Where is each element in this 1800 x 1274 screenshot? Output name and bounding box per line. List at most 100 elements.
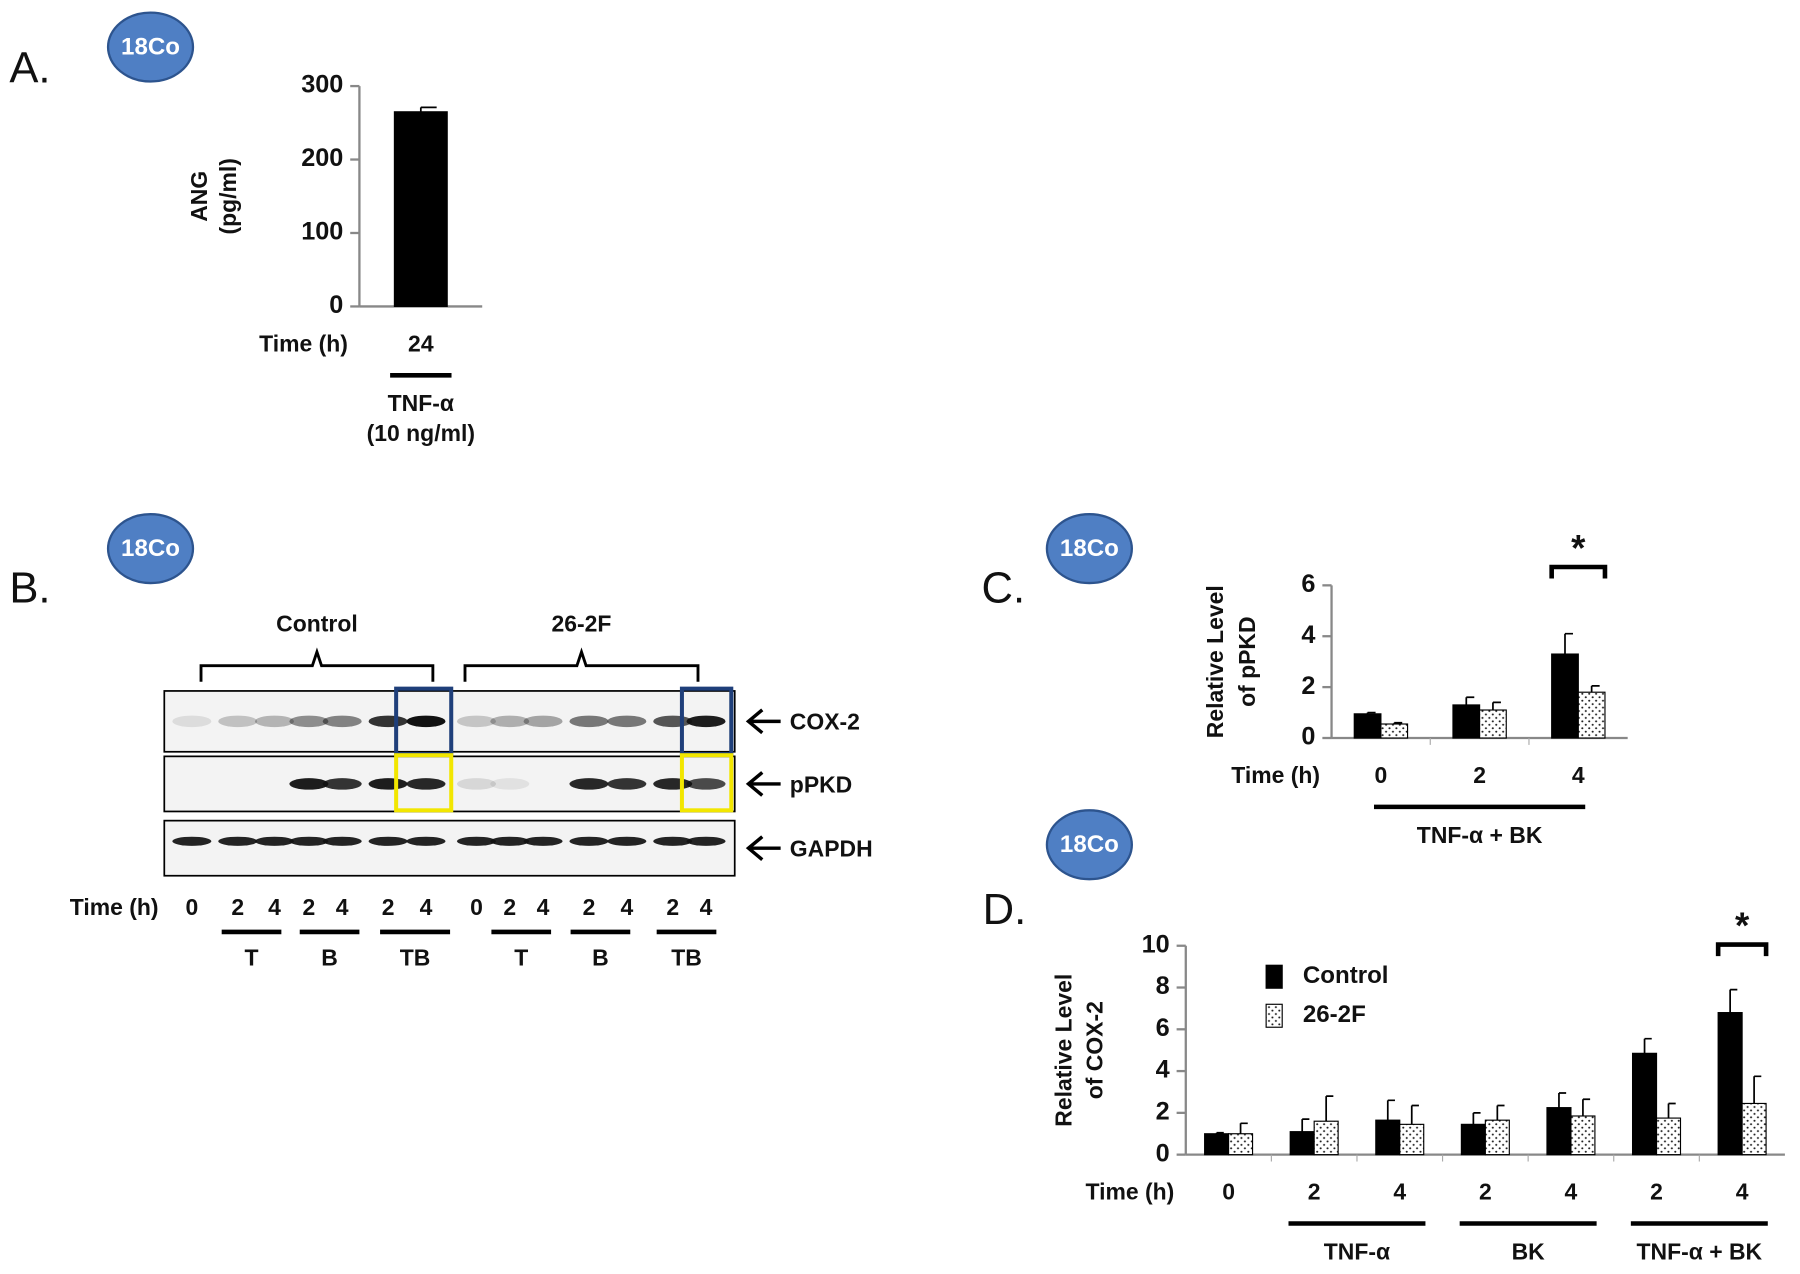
cell-badge-label: 18Co <box>121 535 180 562</box>
row-arrow <box>745 835 781 861</box>
error-bar <box>1643 1037 1652 1054</box>
error-bar <box>1325 1095 1334 1122</box>
lane-label: 4 <box>420 894 433 920</box>
error-bar <box>1301 1118 1310 1132</box>
blot-band <box>368 715 408 728</box>
y-tick-label: 6 <box>1156 1014 1170 1042</box>
significance-bracket <box>1715 942 1769 957</box>
error-bar <box>1366 711 1376 714</box>
x-axis-label: Time (h) <box>1231 762 1320 788</box>
lane-label: 2 <box>666 894 679 920</box>
group-label: TNF-α + BK <box>1637 1238 1763 1264</box>
blot-band <box>456 715 496 728</box>
blot-band <box>686 715 726 728</box>
x-axis-label: Time (h) <box>259 331 348 357</box>
significance-label: * <box>1735 905 1750 946</box>
bar <box>1289 1131 1315 1156</box>
blot-band <box>523 715 563 728</box>
error-bar <box>1386 1099 1395 1121</box>
y-tick-label: 0 <box>1156 1139 1170 1167</box>
blot-band <box>569 715 609 728</box>
y-axis-label: of pPKD <box>1234 616 1260 706</box>
bar <box>1399 1123 1425 1156</box>
bar <box>1479 709 1507 739</box>
condition-bracket <box>199 647 435 682</box>
bar <box>1353 713 1382 739</box>
legend-label: 26-2F <box>1303 1001 1366 1028</box>
group-label: TB <box>400 945 431 971</box>
blot-band <box>490 715 530 728</box>
bar <box>1717 1012 1743 1156</box>
group-label: T <box>514 945 528 971</box>
cell-badge <box>1045 513 1133 585</box>
blot-band <box>569 836 609 846</box>
panel-label: B. <box>9 565 50 613</box>
bar <box>1655 1117 1682 1156</box>
blot-band <box>456 778 496 790</box>
blot-band <box>686 778 726 790</box>
y-axis-label: Relative Level <box>1202 585 1228 738</box>
error-bar <box>1465 696 1475 705</box>
significance-label: * <box>1571 528 1586 569</box>
x-axis-label: Time (h) <box>1086 1179 1175 1205</box>
cell-badge <box>106 513 195 585</box>
blot-band <box>607 715 647 728</box>
blot-band <box>368 778 408 790</box>
x-tick-label: 2 <box>1473 762 1486 788</box>
blot-band <box>289 778 329 790</box>
cell-badge <box>1045 809 1133 881</box>
error-bar <box>1393 721 1403 725</box>
y-tick-label: 6 <box>1301 570 1315 598</box>
x-tick-label: 4 <box>1565 1179 1578 1205</box>
blot-band <box>172 715 212 728</box>
blot-band <box>456 836 496 846</box>
error-bar <box>1582 1098 1591 1116</box>
group-label: T <box>245 945 259 971</box>
error-bar <box>1496 1104 1505 1121</box>
bar <box>1546 1107 1572 1156</box>
bar <box>1631 1052 1658 1156</box>
lane-label: 2 <box>231 894 244 920</box>
group-label: B <box>321 945 338 971</box>
panel-label: A. <box>9 45 50 93</box>
legend-label: Control <box>1303 962 1389 989</box>
y-tick-label: 0 <box>1301 723 1315 751</box>
legend-swatch <box>1265 1003 1283 1028</box>
blot-band <box>406 778 446 790</box>
x-tick-label: 0 <box>1222 1179 1235 1205</box>
blot-band <box>686 836 726 846</box>
lane-label: 0 <box>185 894 198 920</box>
blot-band <box>523 836 563 846</box>
y-tick-label: 4 <box>1156 1056 1170 1084</box>
error-bar <box>1410 1104 1419 1125</box>
cell-badge <box>106 11 195 83</box>
lane-label: 4 <box>537 894 550 920</box>
x-tick-label: 2 <box>1308 1179 1321 1205</box>
bar <box>1228 1133 1254 1156</box>
blot-band <box>289 715 329 728</box>
group-label: TNF-α <box>388 390 454 416</box>
blot-band <box>322 836 362 846</box>
error-bar <box>1753 1075 1762 1104</box>
lane-label: 0 <box>470 894 483 920</box>
row-label: GAPDH <box>790 836 873 862</box>
x-tick-label: 4 <box>1572 762 1585 788</box>
error-bar <box>1729 988 1738 1013</box>
y-tick-label: 100 <box>301 218 343 246</box>
cell-badge-label: 18Co <box>1060 831 1119 858</box>
panel-label: D. <box>983 886 1027 934</box>
condition-bracket <box>463 647 700 682</box>
blot-band <box>368 836 408 846</box>
bar <box>393 111 448 308</box>
blot-band <box>569 778 609 790</box>
blot-band <box>607 778 647 790</box>
blot-band <box>406 715 446 728</box>
blot-band <box>322 715 362 728</box>
group-label: TB <box>671 945 702 971</box>
bar <box>1313 1120 1339 1156</box>
bar <box>1204 1133 1230 1156</box>
error-bar <box>1239 1122 1248 1134</box>
highlight-box <box>394 753 454 813</box>
blot-strip <box>163 819 736 877</box>
